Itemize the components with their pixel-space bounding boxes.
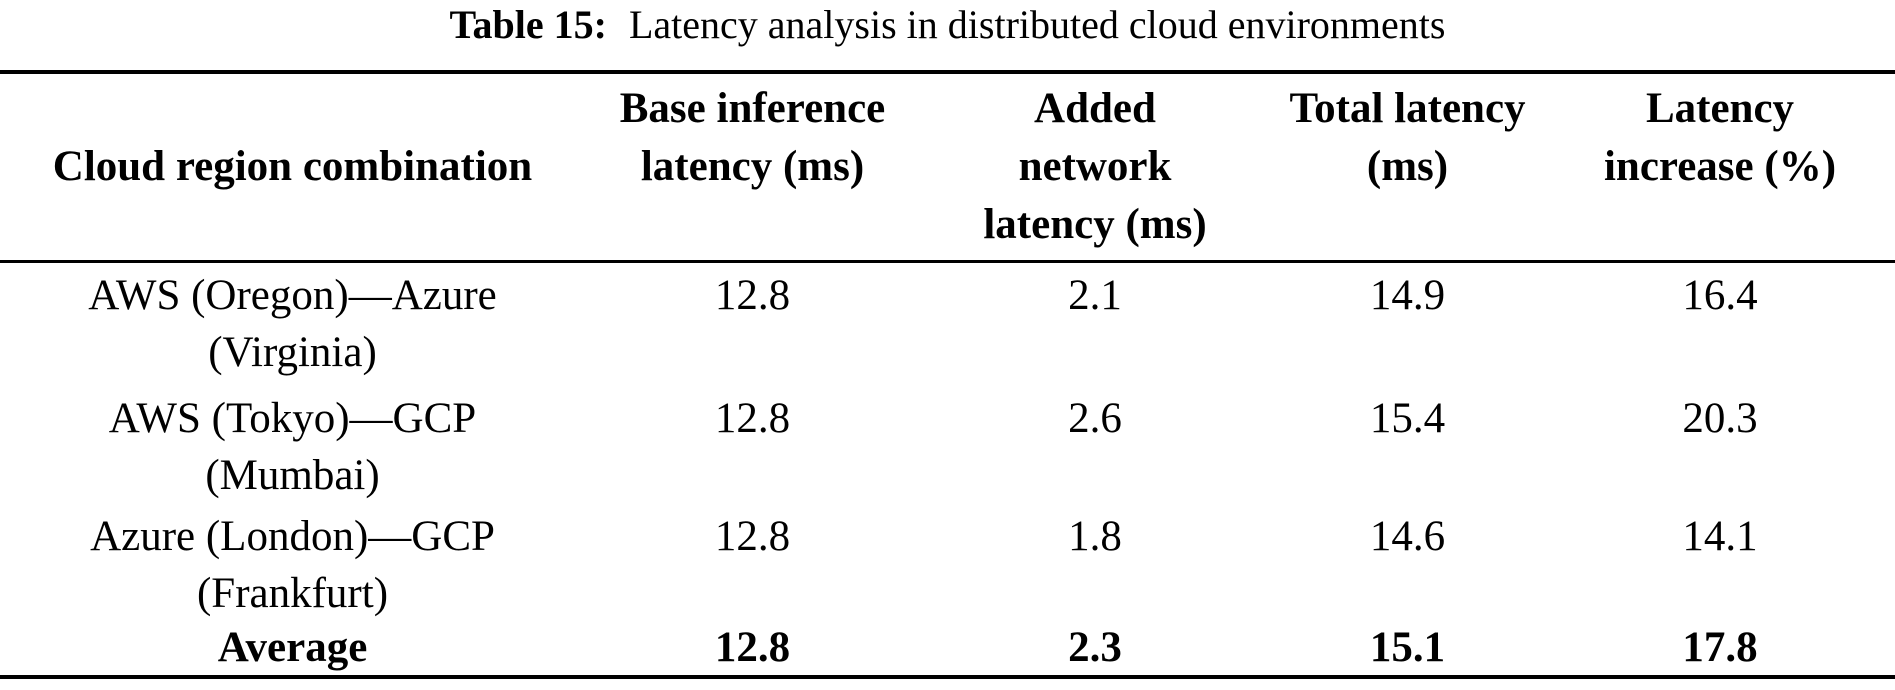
header-line: increase (%)	[1603, 143, 1837, 190]
region-line: AWS (Tokyo)—GCP	[108, 395, 477, 442]
table-row: AWS (Oregon)—Azure (Virginia) 12.8 2.1 1…	[0, 261, 1895, 386]
cell-total-latency: 14.6	[1369, 513, 1446, 560]
cell-latency-increase: 14.1	[1682, 513, 1758, 560]
cell-base-latency: 12.8	[714, 513, 791, 560]
header-line: (ms)	[1366, 143, 1449, 190]
cell-base-latency: 12.8	[714, 271, 791, 319]
header-line: Latency	[1645, 85, 1795, 132]
header-line: latency (ms)	[983, 201, 1207, 248]
region-line: Azure (London)—GCP	[90, 513, 495, 560]
header-line: network	[1018, 143, 1172, 190]
header-line: Cloud region combination	[52, 142, 533, 190]
header-line: Base inference	[619, 85, 886, 132]
col-header-total-latency: Total latency (ms)	[1270, 72, 1545, 263]
header-row: Cloud region combination Base inference …	[0, 72, 1895, 263]
cell-region: AWS (Tokyo)—GCP (Mumbai)	[0, 386, 585, 504]
col-header-cloud-region-combination: Cloud region combination	[0, 72, 585, 263]
cell-added-latency: 2.3	[1068, 624, 1122, 671]
cell-total-latency: 14.9	[1369, 271, 1446, 319]
table-row: Azure (London)—GCP (Frankfurt) 12.8 1.8 …	[0, 504, 1895, 622]
table-header: Cloud region combination Base inference …	[0, 72, 1895, 263]
cell-added-latency: 2.1	[1068, 271, 1122, 319]
cell-base-latency: 12.8	[714, 624, 791, 671]
region-line: (Frankfurt)	[196, 570, 389, 617]
table-caption-text: Latency analysis in distributed cloud en…	[628, 2, 1446, 47]
col-header-added-network-latency: Added network latency (ms)	[920, 72, 1270, 263]
cell-region: Azure (London)—GCP (Frankfurt)	[0, 504, 585, 622]
cell-base-latency: 12.8	[714, 395, 791, 442]
header-line: latency (ms)	[640, 143, 865, 190]
cell-added-latency: 1.8	[1068, 513, 1122, 560]
cell-total-latency: 15.1	[1369, 624, 1446, 671]
cell-latency-increase: 20.3	[1682, 395, 1758, 442]
region-line: (Mumbai)	[205, 452, 380, 499]
table-row-average: Average 12.8 2.3 15.1 17.8	[0, 622, 1895, 677]
cell-added-latency: 2.6	[1068, 395, 1122, 442]
table-row: AWS (Tokyo)—GCP (Mumbai) 12.8 2.6 15.4 2…	[0, 386, 1895, 504]
table-caption: Table 15: Latency analysis in distributed…	[0, 2, 1895, 48]
table-caption-label: Table 15:	[449, 2, 607, 47]
table-body: AWS (Oregon)—Azure (Virginia) 12.8 2.1 1…	[0, 261, 1895, 677]
header-line: Total latency	[1289, 85, 1526, 132]
cell-total-latency: 15.4	[1369, 395, 1446, 442]
cell-region: Average	[0, 622, 585, 677]
region-line: (Virginia)	[208, 328, 377, 376]
cell-region: AWS (Oregon)—Azure (Virginia)	[0, 261, 585, 386]
cell-latency-increase: 16.4	[1682, 271, 1758, 319]
col-header-base-inference-latency: Base inference latency (ms)	[585, 72, 920, 263]
region-line: Average	[217, 624, 368, 671]
region-line: AWS (Oregon)—Azure	[88, 271, 497, 319]
latency-table: Cloud region combination Base inference …	[0, 70, 1895, 679]
cell-latency-increase: 17.8	[1682, 624, 1758, 671]
header-line: Added	[1034, 85, 1156, 132]
col-header-latency-increase: Latency increase (%)	[1545, 72, 1895, 263]
